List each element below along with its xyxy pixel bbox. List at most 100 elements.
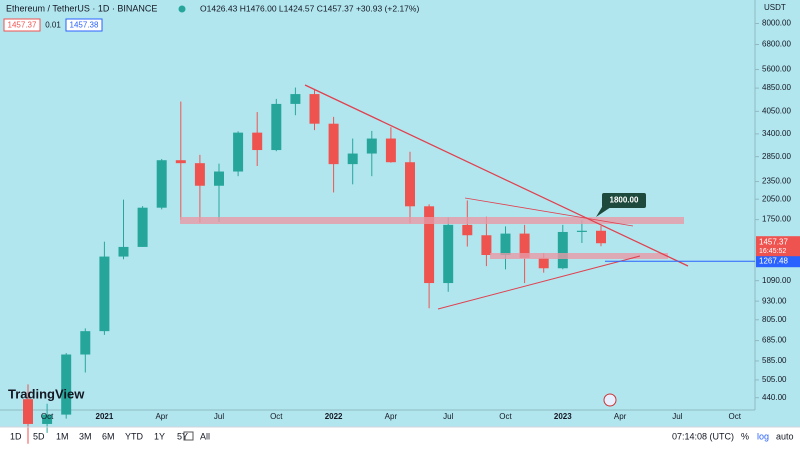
candle-body <box>538 257 549 269</box>
candle-body <box>576 230 587 232</box>
candle-body <box>61 354 72 415</box>
calendar-icon[interactable] <box>183 431 194 441</box>
candle-body <box>214 171 224 186</box>
range-button[interactable]: 6M <box>102 431 115 441</box>
candle-body <box>385 138 396 163</box>
y-tick-label: 1090.00 <box>762 276 791 285</box>
log-toggle[interactable]: log <box>757 431 769 441</box>
buy-price: 1457.38 <box>70 21 99 30</box>
candle-body <box>405 162 415 207</box>
percent-toggle[interactable]: % <box>741 431 749 441</box>
x-tick-label: Jul <box>672 412 682 421</box>
range-button[interactable]: 5Y <box>177 431 188 441</box>
trend-line <box>437 255 641 310</box>
ohlc: O1426.43 H1476.00 L1424.57 C1457.37 +30.… <box>200 3 419 13</box>
range-button[interactable]: 1Y <box>154 431 165 441</box>
range-button[interactable]: 3M <box>79 431 92 441</box>
candle-body <box>366 138 377 154</box>
candle-body <box>118 246 129 257</box>
range-button[interactable]: YTD <box>125 431 144 441</box>
status-dot <box>178 5 186 13</box>
countdown: 16:45:52 <box>759 248 786 255</box>
range-button[interactable]: All <box>200 431 210 441</box>
range-button[interactable]: 5D <box>33 431 45 441</box>
y-tick-label: 2850.00 <box>762 152 791 161</box>
range-button[interactable]: 1D <box>10 431 22 441</box>
trend-line <box>464 197 634 227</box>
buy-box[interactable] <box>65 18 103 32</box>
range-button[interactable]: 1M <box>56 431 69 441</box>
x-tick-label: Apr <box>385 412 398 421</box>
y-tick-label: 5600.00 <box>762 65 791 74</box>
x-tick-label: Apr <box>155 412 168 421</box>
candle-body <box>194 163 205 186</box>
level-box <box>756 255 800 268</box>
y-tick-label: 2050.00 <box>762 194 791 203</box>
y-tick-label: 685.00 <box>762 336 787 345</box>
y-tick-label: 930.00 <box>762 296 787 305</box>
auto-toggle[interactable]: auto <box>776 431 794 441</box>
y-tick-label: 6800.00 <box>762 40 791 49</box>
candle-body <box>347 153 358 165</box>
y-tick-label: 4050.00 <box>762 106 791 115</box>
x-tick-label: Oct <box>499 412 512 421</box>
candle-body <box>462 224 473 236</box>
x-tick-label: Oct <box>270 412 283 421</box>
y-tick-label: 805.00 <box>762 315 787 324</box>
x-tick-label: Oct <box>41 412 54 421</box>
candle-body <box>557 231 568 269</box>
candle-body <box>23 399 33 424</box>
y-tick-label: 1750.00 <box>762 215 791 224</box>
candle-body <box>271 103 282 151</box>
y-tick-label: 2350.00 <box>762 177 791 186</box>
callout-text: 1800.00 <box>610 196 639 205</box>
y-tick-label: 4850.00 <box>762 83 791 92</box>
x-tick-label: Jul <box>443 412 453 421</box>
candle-body <box>500 233 511 255</box>
x-tick-label: 2021 <box>96 412 114 421</box>
symbol: Ethereum / TetherUS · 1D · BINANCE <box>6 3 157 13</box>
resistance-zone <box>180 217 684 224</box>
trend-line <box>304 84 689 267</box>
candle-body <box>328 123 339 165</box>
y-tick-label: 505.00 <box>762 375 787 384</box>
last-price-box <box>756 236 800 257</box>
candle-body <box>156 160 167 208</box>
sell-box[interactable] <box>3 18 41 32</box>
callout-pointer <box>596 207 611 217</box>
clock: 07:14:08 (UTC) <box>672 431 734 441</box>
candle-body <box>443 224 454 284</box>
candle-body <box>42 414 53 424</box>
candle-body <box>424 206 435 284</box>
y-tick-label: 8000.00 <box>762 19 791 28</box>
candle-body <box>99 256 110 332</box>
chart-background <box>0 0 800 427</box>
candle-body <box>252 132 263 151</box>
toolbar: 1D 5D 1M 3M 6M YTD 1Y 5Y All <box>10 431 210 441</box>
spread: 0.01 <box>45 21 61 30</box>
candle-body <box>233 132 244 172</box>
sell-price: 1457.37 <box>8 21 37 30</box>
candle-body <box>309 94 320 124</box>
support-zone <box>490 253 668 259</box>
plot-area <box>23 87 606 444</box>
x-tick-label: Apr <box>614 412 627 421</box>
x-tick-label: 2023 <box>554 412 572 421</box>
candle-body <box>137 207 148 247</box>
x-tick-label: Oct <box>728 412 741 421</box>
candle-body <box>596 230 606 244</box>
callout <box>602 193 646 208</box>
candle-body <box>290 94 301 104</box>
y-tick-label: 440.00 <box>762 393 787 402</box>
candle-body <box>481 235 492 255</box>
candle-body <box>80 331 91 355</box>
candle-body <box>519 233 530 258</box>
last-price-label: 1457.37 <box>759 237 788 246</box>
y-tick-label: 3400.00 <box>762 129 791 138</box>
x-tick-label: 2022 <box>325 412 343 421</box>
currency: USDT <box>764 3 786 12</box>
level-label: 1267.48 <box>759 256 788 265</box>
x-tick-label: Jul <box>214 412 224 421</box>
